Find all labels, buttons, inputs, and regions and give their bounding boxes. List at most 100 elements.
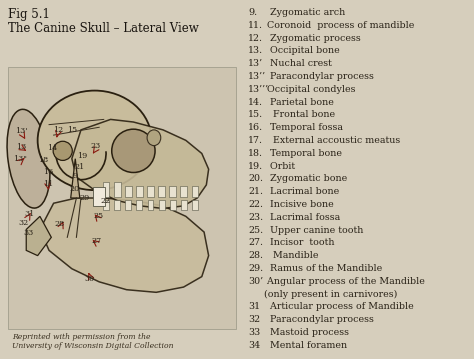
Bar — [147, 186, 154, 197]
Text: 32: 32 — [18, 219, 28, 227]
Ellipse shape — [147, 130, 161, 146]
Circle shape — [112, 129, 155, 173]
Text: 13’’’: 13’’’ — [248, 85, 269, 94]
Text: Zygomatic arch: Zygomatic arch — [264, 8, 345, 17]
Text: 13.: 13. — [248, 46, 263, 55]
Text: 18.: 18. — [248, 149, 263, 158]
Bar — [192, 200, 198, 210]
Bar — [181, 186, 187, 197]
Text: 21.: 21. — [248, 187, 263, 196]
Text: 32: 32 — [248, 315, 260, 324]
Bar — [159, 200, 164, 210]
Ellipse shape — [37, 90, 152, 190]
Text: 11.: 11. — [248, 21, 263, 30]
Text: External accoustic meatus: External accoustic meatus — [264, 136, 400, 145]
Text: Lacrimal fossa: Lacrimal fossa — [264, 213, 340, 222]
Ellipse shape — [7, 109, 50, 208]
Text: University of Wisconsin Digital Collection: University of Wisconsin Digital Collecti… — [12, 342, 173, 350]
Bar — [181, 200, 187, 210]
Bar — [137, 200, 142, 210]
Text: Paracondylar process: Paracondylar process — [264, 72, 374, 81]
Circle shape — [53, 141, 73, 160]
Text: 28: 28 — [55, 220, 65, 228]
Bar — [169, 186, 176, 197]
Text: 21: 21 — [75, 163, 85, 171]
Text: 31: 31 — [25, 210, 35, 218]
Text: Frontal bone: Frontal bone — [264, 111, 335, 120]
Text: 17.: 17. — [248, 136, 263, 145]
Text: 27.: 27. — [248, 238, 263, 247]
Text: Upper canine tooth: Upper canine tooth — [264, 225, 364, 234]
Bar — [158, 186, 165, 197]
Bar — [93, 187, 105, 206]
Bar — [102, 182, 109, 197]
Text: Lacrimal bone: Lacrimal bone — [264, 187, 339, 196]
Text: Ramus of the Mandible: Ramus of the Mandible — [264, 264, 382, 273]
Text: 22.: 22. — [248, 200, 263, 209]
Text: 30’: 30’ — [248, 277, 263, 286]
Bar — [125, 186, 132, 197]
Text: Fig 5.1: Fig 5.1 — [8, 8, 50, 21]
Text: 25: 25 — [94, 212, 104, 220]
Polygon shape — [40, 198, 209, 292]
Text: Coronoid  process of mandible: Coronoid process of mandible — [264, 21, 414, 30]
Text: 14.: 14. — [248, 98, 263, 107]
Bar — [125, 200, 131, 210]
Text: 29: 29 — [80, 194, 90, 202]
Text: The Canine Skull – Lateral View: The Canine Skull – Lateral View — [8, 22, 199, 35]
Text: Reprinted with permission from the: Reprinted with permission from the — [12, 333, 151, 341]
Text: Mental foramen: Mental foramen — [264, 341, 347, 350]
Text: Mandible: Mandible — [264, 251, 319, 260]
Bar — [147, 200, 154, 210]
Text: Temporal fossa: Temporal fossa — [264, 123, 343, 132]
Text: Incisor  tooth: Incisor tooth — [264, 238, 335, 247]
Bar — [103, 200, 109, 210]
Bar — [170, 200, 176, 210]
Text: 12: 12 — [53, 126, 63, 134]
Text: 19: 19 — [77, 152, 87, 160]
Text: 20.: 20. — [248, 174, 263, 183]
Polygon shape — [72, 120, 209, 209]
Text: 31: 31 — [248, 302, 260, 311]
Text: Temporal bone: Temporal bone — [264, 149, 342, 158]
Text: 16: 16 — [44, 168, 54, 176]
Text: 29.: 29. — [248, 264, 263, 273]
Text: 15: 15 — [67, 126, 77, 134]
Bar — [114, 182, 120, 197]
Text: 33: 33 — [248, 328, 260, 337]
Text: 25.: 25. — [248, 225, 263, 234]
Text: 9.: 9. — [248, 8, 257, 17]
Text: Articular process of Mandible: Articular process of Mandible — [264, 302, 414, 311]
Text: 30: 30 — [84, 275, 94, 283]
Text: 23: 23 — [90, 142, 100, 150]
Text: Occipital condyles: Occipital condyles — [264, 85, 356, 94]
Text: 28.: 28. — [248, 251, 263, 260]
Text: Paracondylar process: Paracondylar process — [264, 315, 374, 324]
Text: Parietal bone: Parietal bone — [264, 98, 334, 107]
Text: 22: 22 — [101, 197, 111, 205]
Text: 27: 27 — [92, 237, 102, 245]
Text: 13’: 13’ — [248, 59, 263, 68]
Text: Occipital bone: Occipital bone — [264, 46, 340, 55]
Text: Zygomatic bone: Zygomatic bone — [264, 174, 347, 183]
Text: 13': 13' — [15, 127, 27, 135]
Text: 13: 13 — [16, 143, 27, 151]
Text: 11: 11 — [44, 180, 54, 188]
Text: 19.: 19. — [248, 162, 263, 171]
Text: (only present in carnivores): (only present in carnivores) — [264, 290, 397, 299]
Polygon shape — [71, 159, 80, 198]
Text: 13": 13" — [13, 155, 27, 163]
Bar — [136, 186, 143, 197]
Text: 23.: 23. — [248, 213, 263, 222]
Text: 12.: 12. — [248, 34, 263, 43]
Text: Angular process of the Mandible: Angular process of the Mandible — [264, 277, 425, 286]
Text: Orbit: Orbit — [264, 162, 295, 171]
Text: Incisive bone: Incisive bone — [264, 200, 334, 209]
Bar — [8, 67, 236, 329]
Text: 18: 18 — [38, 156, 48, 164]
Text: 33: 33 — [23, 229, 34, 237]
Text: 15.: 15. — [248, 111, 263, 120]
Polygon shape — [26, 216, 51, 256]
Text: Zygomatic process: Zygomatic process — [264, 34, 361, 43]
Text: Nuchal crest: Nuchal crest — [264, 59, 332, 68]
